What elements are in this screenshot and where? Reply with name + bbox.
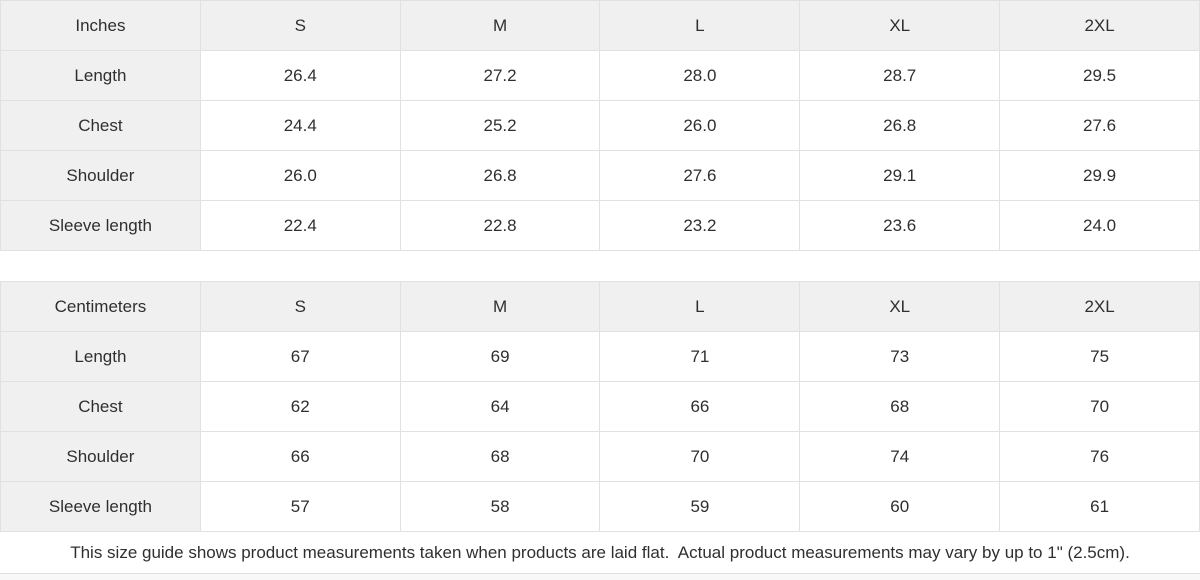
- measurement-value-cell: 26.8: [799, 100, 1001, 151]
- measurement-value-cell: 26.8: [399, 150, 601, 201]
- measurement-value-cell: 23.2: [599, 200, 801, 251]
- table-row: Sleeve length 22.4 22.8 23.2 23.6 24.0: [0, 200, 1200, 251]
- measurement-value-cell: 22.8: [399, 200, 601, 251]
- size-header-cell: 2XL: [999, 281, 1200, 332]
- measurement-value-cell: 70: [999, 381, 1200, 432]
- measurement-value-cell: 68: [399, 431, 601, 482]
- measurement-value-cell: 76: [999, 431, 1200, 482]
- measurement-value-cell: 27.2: [399, 50, 601, 101]
- measurement-value-cell: 59: [599, 481, 801, 532]
- table-row: Chest 24.4 25.2 26.0 26.8 27.6: [0, 100, 1200, 151]
- measurement-value-cell: 24.4: [199, 100, 401, 151]
- measurement-value-cell: 23.6: [799, 200, 1001, 251]
- measurement-value-cell: 22.4: [199, 200, 401, 251]
- table-spacer: [0, 251, 1200, 281]
- table-row: Shoulder 66 68 70 74 76: [0, 431, 1200, 482]
- measurement-value-cell: 26.4: [199, 50, 401, 101]
- measurement-label-cell: Sleeve length: [0, 200, 201, 251]
- measurement-value-cell: 66: [199, 431, 401, 482]
- measurement-value-cell: 27.6: [599, 150, 801, 201]
- table-row: Chest 62 64 66 68 70: [0, 381, 1200, 432]
- size-header-cell: S: [199, 0, 401, 51]
- measurement-value-cell: 57: [199, 481, 401, 532]
- measurement-value-cell: 58: [399, 481, 601, 532]
- measurement-value-cell: 27.6: [999, 100, 1200, 151]
- size-header-cell: S: [199, 281, 401, 332]
- measurement-value-cell: 28.7: [799, 50, 1001, 101]
- size-header-cell: L: [599, 281, 801, 332]
- measurement-label-cell: Length: [0, 50, 201, 101]
- size-header-cell: M: [399, 281, 601, 332]
- measurement-value-cell: 29.1: [799, 150, 1001, 201]
- measurement-value-cell: 29.9: [999, 150, 1200, 201]
- size-header-row: Centimeters S M L XL 2XL: [0, 281, 1200, 332]
- measurement-value-cell: 74: [799, 431, 1001, 482]
- measurement-label-cell: Sleeve length: [0, 481, 201, 532]
- measurement-value-cell: 61: [999, 481, 1200, 532]
- size-table-inches: Inches S M L XL 2XL Length 26.4 27.2 28.0 28.7 29.…: [0, 0, 1200, 251]
- size-table-centimeters: Centimeters S M L XL 2XL Length 67 69 71 73 75 Ches…: [0, 281, 1200, 532]
- measurement-value-cell: 69: [399, 331, 601, 382]
- bottom-strip: [0, 574, 1200, 580]
- size-header-cell: M: [399, 0, 601, 51]
- measurement-label-cell: Shoulder: [0, 150, 201, 201]
- measurement-value-cell: 66: [599, 381, 801, 432]
- measurement-value-cell: 71: [599, 331, 801, 382]
- measurement-value-cell: 28.0: [599, 50, 801, 101]
- measurement-value-cell: 68: [799, 381, 1001, 432]
- measurement-value-cell: 64: [399, 381, 601, 432]
- size-header-cell: XL: [799, 281, 1001, 332]
- size-header-cell: L: [599, 0, 801, 51]
- measurement-label-cell: Length: [0, 331, 201, 382]
- measurement-value-cell: 75: [999, 331, 1200, 382]
- table-row: Sleeve length 57 58 59 60 61: [0, 481, 1200, 532]
- unit-header-cell: Inches: [0, 0, 201, 51]
- table-row: Length 26.4 27.2 28.0 28.7 29.5: [0, 50, 1200, 101]
- size-guide-note: This size guide shows product measuremen…: [0, 532, 1200, 574]
- measurement-value-cell: 24.0: [999, 200, 1200, 251]
- measurement-value-cell: 70: [599, 431, 801, 482]
- measurement-label-cell: Chest: [0, 100, 201, 151]
- measurement-value-cell: 62: [199, 381, 401, 432]
- size-header-row: Inches S M L XL 2XL: [0, 0, 1200, 51]
- unit-header-cell: Centimeters: [0, 281, 201, 332]
- measurement-value-cell: 29.5: [999, 50, 1200, 101]
- measurement-value-cell: 60: [799, 481, 1001, 532]
- table-row: Shoulder 26.0 26.8 27.6 29.1 29.9: [0, 150, 1200, 201]
- measurement-value-cell: 73: [799, 331, 1001, 382]
- measurement-value-cell: 67: [199, 331, 401, 382]
- measurement-label-cell: Shoulder: [0, 431, 201, 482]
- measurement-label-cell: Chest: [0, 381, 201, 432]
- measurement-value-cell: 26.0: [599, 100, 801, 151]
- size-header-cell: XL: [799, 0, 1001, 51]
- table-row: Length 67 69 71 73 75: [0, 331, 1200, 382]
- measurement-value-cell: 25.2: [399, 100, 601, 151]
- measurement-value-cell: 26.0: [199, 150, 401, 201]
- size-header-cell: 2XL: [999, 0, 1200, 51]
